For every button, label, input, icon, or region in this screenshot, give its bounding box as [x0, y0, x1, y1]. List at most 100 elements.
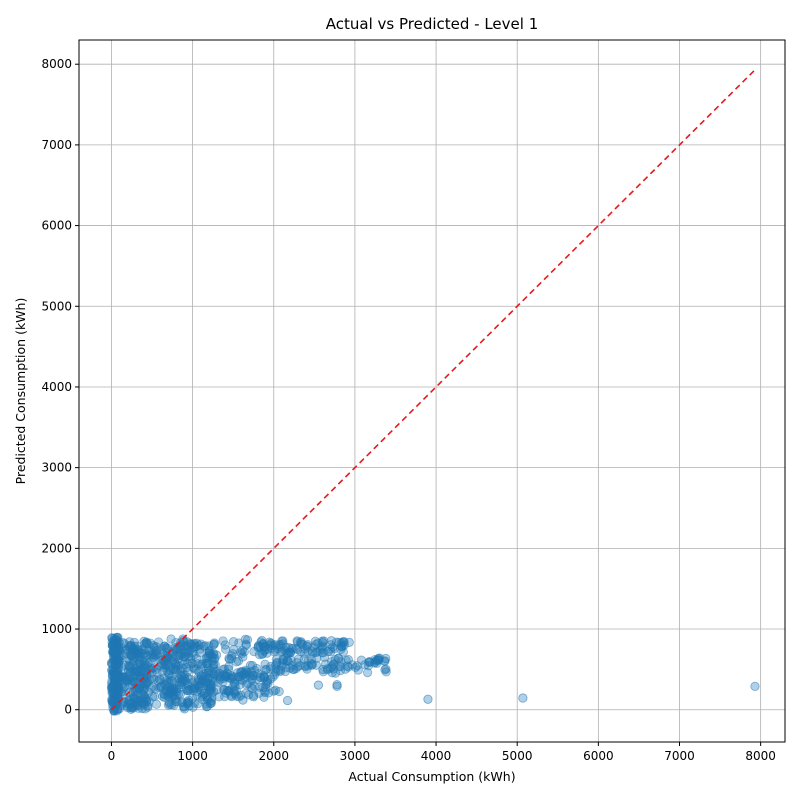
x-tick-label: 8000: [745, 749, 776, 763]
data-point: [318, 664, 328, 675]
x-axis-label: Actual Consumption (kWh): [348, 769, 515, 784]
data-point: [253, 669, 263, 679]
data-point: [107, 633, 117, 643]
data-point: [152, 648, 162, 659]
data-point: [126, 650, 136, 660]
data-point: [143, 702, 153, 712]
data-point: [189, 664, 199, 674]
data-point: [151, 642, 161, 652]
data-point: [238, 695, 248, 705]
data-point: [253, 641, 264, 651]
data-point: [282, 656, 293, 666]
data-point: [124, 661, 135, 671]
data-point: [302, 641, 312, 651]
data-point: [293, 654, 303, 664]
data-point: [231, 657, 242, 667]
data-point: [344, 637, 354, 647]
data-point: [189, 685, 199, 696]
data-point: [184, 695, 194, 705]
data-point: [113, 659, 123, 669]
data-point: [166, 634, 176, 644]
y-tick-label: 8000: [41, 57, 72, 71]
data-point: [236, 667, 247, 677]
data-point: [240, 634, 250, 644]
data-point: [162, 684, 172, 694]
data-point: [327, 662, 337, 672]
data-point: [178, 636, 188, 646]
data-point: [373, 653, 384, 664]
data-point: [107, 679, 117, 689]
data-point: [195, 648, 205, 658]
data-point: [147, 692, 158, 702]
data-point: [288, 664, 298, 674]
data-point: [273, 644, 283, 654]
data-point: [220, 640, 230, 650]
data-point: [365, 657, 375, 667]
data-point: [182, 667, 193, 677]
data-point: [229, 677, 239, 687]
data-point: [313, 680, 323, 690]
data-point: [328, 642, 338, 652]
data-point: [215, 674, 225, 684]
data-point: [179, 704, 190, 714]
data-point: [214, 692, 224, 702]
x-tick-label: 1000: [177, 749, 208, 763]
axis-ticks: 0 1000 2000 3000 4000 5000 6000 7000 8000 0 1000 20…: [41, 57, 775, 763]
data-point: [268, 672, 278, 682]
data-point: [172, 644, 183, 655]
data-point: [750, 681, 760, 691]
data-point: [117, 643, 127, 653]
data-point: [423, 694, 433, 704]
x-tick-label: 3000: [340, 749, 371, 763]
data-point: [138, 694, 148, 704]
data-point: [116, 687, 126, 697]
data-point: [112, 704, 123, 714]
data-point: [167, 652, 177, 662]
data-point: [334, 653, 344, 663]
y-tick-label: 1000: [41, 622, 72, 636]
x-tick-label: 0: [108, 749, 116, 763]
data-point: [107, 683, 117, 694]
reference-line-group: [110, 69, 756, 711]
data-point: [159, 663, 170, 673]
data-point: [319, 652, 330, 662]
y-tick-label: 7000: [41, 138, 72, 152]
data-point: [196, 686, 207, 696]
data-point: [163, 700, 174, 710]
data-point: [201, 702, 212, 712]
data-point: [183, 648, 193, 659]
data-point: [332, 681, 342, 691]
data-point: [209, 639, 219, 649]
data-point: [262, 675, 273, 686]
data-point: [210, 653, 220, 663]
data-point: [245, 660, 255, 671]
data-point: [196, 671, 206, 681]
data-point: [149, 682, 159, 692]
data-point: [127, 698, 137, 709]
data-point: [151, 699, 162, 709]
data-point: [136, 666, 147, 676]
chart-title: Actual vs Predicted - Level 1: [326, 15, 539, 33]
data-point: [307, 658, 317, 669]
data-point: [201, 678, 211, 688]
data-point: [206, 698, 216, 708]
x-tick-label: 6000: [583, 749, 614, 763]
data-point: [153, 637, 164, 647]
data-point: [160, 641, 170, 651]
data-point: [264, 688, 274, 698]
data-point: [209, 640, 219, 650]
x-tick-label: 7000: [664, 749, 695, 763]
data-point: [293, 662, 303, 672]
plot-frame: [78, 39, 786, 743]
data-point: [139, 685, 149, 695]
data-point: [171, 666, 181, 677]
data-point: [261, 664, 271, 675]
x-tick-label: 4000: [421, 749, 452, 763]
data-point: [248, 692, 259, 702]
data-point: [191, 653, 202, 663]
data-point: [343, 662, 354, 672]
data-point: [148, 641, 159, 651]
data-point: [183, 645, 193, 655]
data-point: [237, 646, 247, 656]
